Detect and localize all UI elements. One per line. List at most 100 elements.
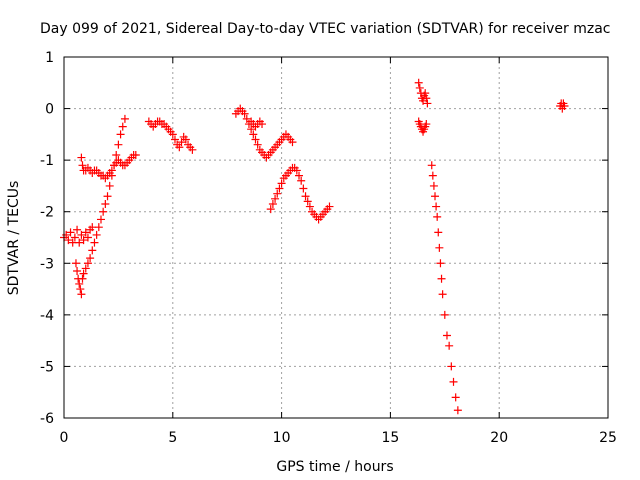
data-point bbox=[435, 243, 444, 252]
data-point bbox=[431, 192, 440, 201]
data-point bbox=[77, 230, 86, 239]
data-point bbox=[438, 290, 447, 299]
data-point bbox=[76, 285, 85, 294]
data-point bbox=[428, 171, 437, 180]
x-axis-ticks: 0 5 10 15 20 25 bbox=[60, 57, 617, 446]
data-point bbox=[434, 228, 443, 237]
data-point bbox=[114, 140, 123, 149]
x-tick-label: 0 bbox=[60, 430, 69, 446]
data-point bbox=[440, 310, 449, 319]
data-point bbox=[429, 181, 438, 190]
data-point bbox=[292, 166, 301, 175]
y-tick-label: -3 bbox=[40, 256, 54, 272]
data-point bbox=[77, 290, 86, 299]
chart-title: Day 099 of 2021, Sidereal Day-to-day VTE… bbox=[40, 21, 610, 37]
data-point bbox=[170, 135, 179, 144]
y-tick-label: -6 bbox=[40, 411, 54, 427]
data-point bbox=[131, 150, 140, 159]
data-point bbox=[301, 192, 310, 201]
x-tick-label: 25 bbox=[599, 430, 617, 446]
data-point bbox=[436, 259, 445, 268]
data-point bbox=[73, 267, 82, 276]
data-point bbox=[303, 197, 312, 206]
data-point bbox=[177, 138, 186, 147]
data-point bbox=[168, 130, 177, 139]
data-point bbox=[423, 99, 432, 108]
data-point bbox=[81, 228, 90, 237]
data-segment bbox=[60, 223, 97, 247]
y-axis-label: SDTVAR / TECUs bbox=[6, 181, 22, 296]
data-point bbox=[560, 101, 569, 110]
data-point bbox=[107, 166, 116, 175]
data-point bbox=[105, 181, 114, 190]
data-point bbox=[79, 269, 88, 278]
data-point bbox=[90, 238, 99, 247]
x-tick-label: 5 bbox=[168, 430, 177, 446]
data-segment bbox=[427, 161, 462, 415]
data-point bbox=[299, 184, 308, 193]
data-point bbox=[71, 259, 80, 268]
data-point bbox=[251, 135, 260, 144]
data-point bbox=[433, 212, 442, 221]
data-point bbox=[427, 161, 436, 170]
data-point bbox=[277, 179, 286, 188]
y-tick-label: -5 bbox=[40, 359, 54, 375]
data-point bbox=[242, 114, 251, 123]
y-tick-label: 0 bbox=[45, 102, 54, 118]
data-point bbox=[175, 143, 184, 152]
data-point bbox=[64, 236, 73, 245]
data-point bbox=[120, 114, 129, 123]
data-point bbox=[445, 341, 454, 350]
data-point bbox=[78, 274, 87, 283]
data-point bbox=[453, 406, 462, 415]
y-tick-label: -1 bbox=[40, 153, 54, 169]
data-point bbox=[86, 254, 95, 263]
data-segment bbox=[231, 104, 297, 162]
data-point bbox=[447, 362, 456, 371]
data-point bbox=[116, 130, 125, 139]
data-point bbox=[268, 199, 277, 208]
data-point bbox=[118, 122, 127, 131]
y-tick-label: -4 bbox=[40, 308, 54, 324]
data-point bbox=[94, 223, 103, 232]
data-point bbox=[112, 150, 121, 159]
data-point bbox=[451, 393, 460, 402]
data-point bbox=[79, 236, 88, 245]
data-segment bbox=[71, 114, 129, 299]
data-point bbox=[247, 125, 256, 134]
data-point bbox=[83, 233, 92, 242]
data-point bbox=[449, 377, 458, 386]
data-segment bbox=[77, 150, 140, 183]
data-point bbox=[188, 145, 197, 154]
data-point bbox=[422, 94, 431, 103]
data-point bbox=[288, 138, 297, 147]
data-segment bbox=[247, 117, 267, 131]
data-point bbox=[266, 205, 275, 214]
data-point bbox=[70, 233, 79, 242]
data-point bbox=[99, 207, 108, 216]
data-point bbox=[253, 140, 262, 149]
x-axis-label: GPS time / hours bbox=[276, 459, 393, 475]
data-point bbox=[421, 89, 430, 98]
data-point bbox=[422, 120, 431, 129]
data-point bbox=[437, 274, 446, 283]
plot-frame bbox=[63, 56, 609, 419]
data-point bbox=[432, 202, 441, 211]
data-points bbox=[60, 78, 569, 415]
data-point bbox=[297, 176, 306, 185]
y-tick-label: -2 bbox=[40, 205, 54, 221]
data-point bbox=[103, 192, 112, 201]
data-point bbox=[415, 83, 424, 92]
data-point bbox=[101, 199, 110, 208]
data-point bbox=[275, 184, 284, 193]
data-segment bbox=[144, 117, 197, 154]
data-point bbox=[92, 230, 101, 239]
data-segment bbox=[556, 99, 569, 113]
data-point bbox=[75, 238, 84, 247]
grid-lines bbox=[64, 57, 608, 418]
data-point bbox=[258, 120, 267, 129]
data-point bbox=[66, 228, 75, 237]
data-point bbox=[240, 109, 249, 118]
data-point bbox=[295, 171, 304, 180]
